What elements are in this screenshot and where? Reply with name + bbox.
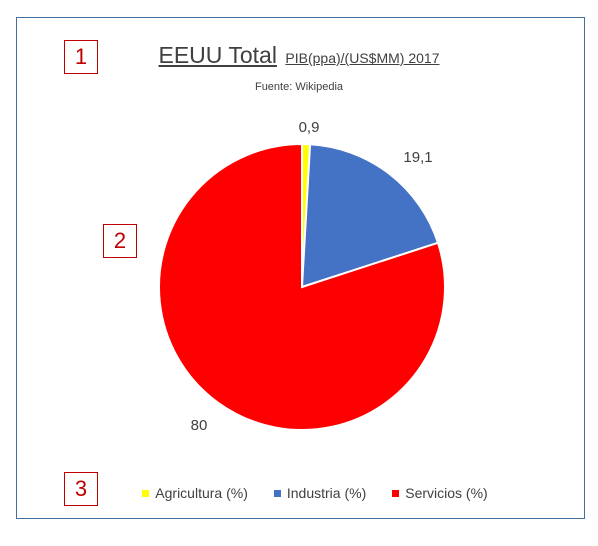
chart-source: Fuente: Wikipedia xyxy=(254,81,344,93)
legend-item-agricultura: Agricultura (%) xyxy=(142,485,248,501)
pie-slice-2 xyxy=(158,142,446,431)
chart-subtitle: PIB(ppa)/(US$MM) 2017 xyxy=(285,50,440,66)
legend-swatch-servicios xyxy=(392,489,400,497)
marker-3: 3 xyxy=(64,472,98,506)
chart-title: EEUU Total xyxy=(158,42,277,68)
marker-1: 1 xyxy=(64,40,98,74)
legend-label-agricultura: Agricultura (%) xyxy=(155,485,248,501)
legend-swatch-agricultura xyxy=(142,489,150,497)
pie-data-label-2: 80 xyxy=(191,417,208,434)
pie-data-label-1: 19,1 xyxy=(403,149,432,166)
marker-2: 2 xyxy=(103,224,137,258)
legend-label-servicios: Servicios (%) xyxy=(405,485,488,501)
chart-title-block: EEUU Total PIB(ppa)/(US$MM) 2017 xyxy=(0,42,598,69)
legend-item-servicios: Servicios (%) xyxy=(392,485,488,501)
pie-data-label-0: 0,9 xyxy=(299,119,320,136)
legend-label-industria: Industria (%) xyxy=(286,485,367,501)
pie-slice-1 xyxy=(300,143,440,289)
chart-legend: Agricultura (%) Industria (%) Servicios … xyxy=(16,485,598,501)
legend-swatch-industria xyxy=(273,489,281,497)
legend-item-industria: Industria (%) xyxy=(273,485,367,501)
